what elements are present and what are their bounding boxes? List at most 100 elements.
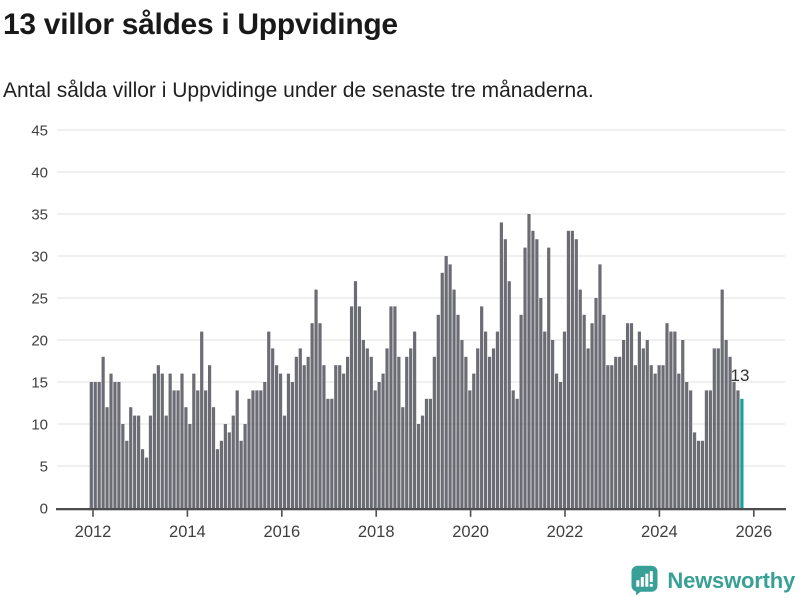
bar	[223, 424, 227, 508]
bar	[298, 348, 302, 508]
bar	[413, 331, 417, 508]
bar	[117, 382, 121, 508]
y-axis-tick-label: 25	[31, 291, 48, 308]
bar	[535, 239, 539, 508]
x-axis-tick	[564, 510, 566, 517]
bar	[156, 365, 160, 508]
bar	[614, 356, 618, 508]
bar	[468, 390, 472, 508]
bar	[385, 348, 389, 508]
x-axis-tick-label: 2024	[641, 523, 678, 541]
bar	[342, 373, 346, 508]
bar	[610, 365, 614, 508]
bar	[381, 373, 385, 508]
x-axis-tick	[469, 510, 472, 517]
bar	[353, 281, 358, 508]
bar	[491, 348, 496, 508]
page-title: 13 villor såldes i Uppvidinge	[3, 8, 398, 41]
x-axis-tick	[92, 510, 94, 517]
bar	[231, 415, 235, 508]
x-axis-tick-label: 2016	[263, 523, 300, 541]
x-axis-tick	[281, 510, 283, 517]
bar	[282, 415, 287, 508]
bar	[290, 382, 294, 508]
bar	[420, 415, 425, 508]
bar	[416, 424, 421, 508]
bar	[452, 289, 456, 508]
newsworthy-logo[interactable]: Newsworthy	[630, 565, 795, 596]
bar	[499, 222, 503, 508]
bar	[673, 331, 677, 508]
bar	[204, 390, 208, 508]
chart-description: Antal sålda villor i Uppvidinge under de…	[3, 79, 594, 102]
bar	[732, 382, 736, 508]
bar	[637, 331, 641, 508]
bar	[133, 415, 137, 508]
bar	[401, 407, 405, 508]
bar	[227, 432, 231, 508]
bar	[606, 365, 610, 508]
bar	[689, 390, 693, 508]
bar	[172, 390, 176, 508]
bar	[543, 331, 547, 508]
bar	[267, 331, 271, 508]
bar	[188, 424, 192, 508]
bar	[669, 331, 673, 508]
bar	[263, 382, 267, 508]
bar	[586, 348, 590, 508]
bar	[361, 340, 365, 508]
bar	[346, 356, 350, 508]
bar	[137, 415, 141, 508]
bar	[109, 373, 113, 508]
bar	[243, 424, 247, 508]
bar	[310, 323, 314, 508]
bar	[168, 373, 172, 508]
y-axis-tick-label: 5	[40, 459, 48, 476]
y-axis-tick-label: 35	[31, 207, 48, 224]
bar	[728, 356, 732, 508]
y-axis-tick-label: 15	[31, 375, 48, 392]
x-axis-tick-label: 2022	[547, 523, 584, 541]
y-axis-tick-label: 45	[31, 123, 48, 140]
x-axis-tick-label: 2020	[452, 523, 489, 541]
bar	[574, 239, 578, 508]
y-axis-tick-label: 10	[31, 417, 48, 434]
bar	[389, 306, 393, 508]
bar	[649, 365, 653, 508]
bar	[633, 365, 638, 508]
bar	[196, 390, 200, 508]
bar	[495, 331, 500, 508]
bar	[696, 440, 701, 508]
bar	[207, 365, 212, 508]
y-axis-tick-label: 40	[31, 165, 48, 182]
bar	[294, 356, 298, 508]
bar	[436, 314, 440, 508]
bar	[200, 331, 204, 508]
bar	[377, 382, 381, 508]
bar	[618, 356, 622, 508]
bar	[641, 348, 645, 508]
bar	[314, 289, 318, 508]
bar	[140, 449, 145, 508]
bar	[330, 398, 334, 508]
bar	[180, 373, 184, 508]
bar	[239, 440, 243, 508]
bar	[480, 306, 484, 508]
bar	[594, 298, 598, 508]
bar	[259, 390, 263, 508]
bar	[160, 373, 164, 508]
bar	[428, 398, 432, 508]
x-axis-line	[56, 508, 786, 511]
bar	[704, 390, 709, 508]
bar	[562, 331, 567, 508]
bar	[629, 323, 634, 508]
bar	[460, 340, 464, 508]
bar	[357, 306, 362, 508]
x-axis-tick-label: 2018	[358, 523, 395, 541]
bar	[476, 348, 480, 508]
bar	[432, 356, 436, 508]
bar	[456, 314, 460, 508]
bar	[192, 373, 196, 508]
bar	[306, 356, 310, 508]
bar	[503, 239, 507, 508]
